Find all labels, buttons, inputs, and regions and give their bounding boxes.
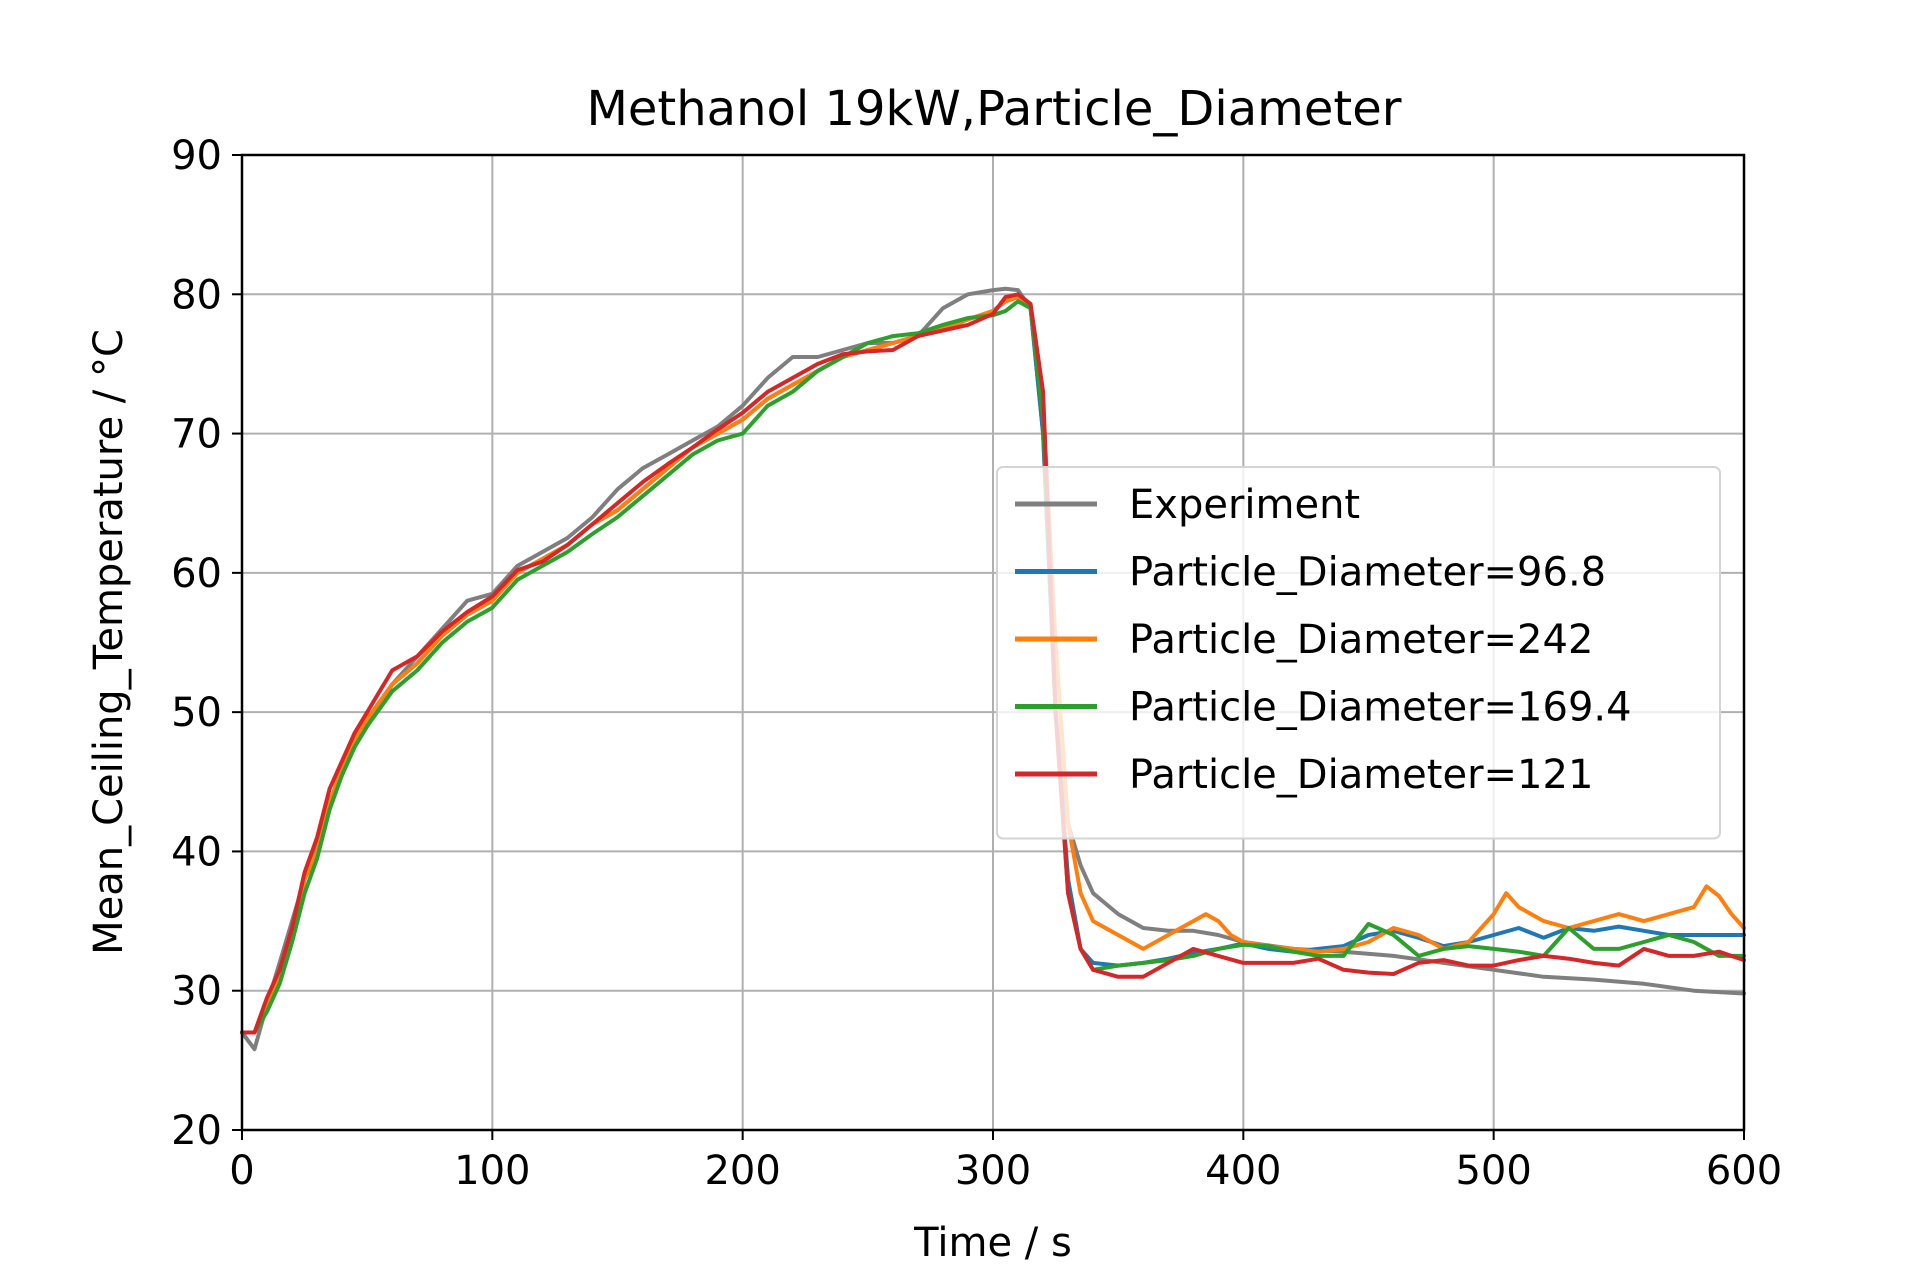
y-tick-label: 30 bbox=[171, 969, 222, 1015]
chart-title: Methanol 19kW,Particle_Diameter bbox=[586, 81, 1401, 137]
legend-label-1: Particle_Diameter=96.8 bbox=[1129, 550, 1606, 596]
y-tick-label: 20 bbox=[171, 1108, 222, 1154]
x-tick-label: 100 bbox=[454, 1148, 530, 1194]
series-line-3 bbox=[240, 299, 1746, 1035]
legend-label-0: Experiment bbox=[1129, 482, 1360, 528]
y-tick-label: 60 bbox=[171, 551, 222, 597]
y-tick-label: 70 bbox=[171, 412, 222, 458]
x-tick-label: 500 bbox=[1455, 1148, 1531, 1194]
legend-label-3: Particle_Diameter=169.4 bbox=[1129, 685, 1632, 731]
axis-ticks: 0 100 200 300 400 500 600 20 30 40 50 60 70 80 90 bbox=[171, 133, 1782, 1194]
x-tick-label: 600 bbox=[1706, 1148, 1782, 1194]
series-line-4 bbox=[240, 292, 1746, 1035]
x-tick-label: 0 bbox=[229, 1148, 254, 1194]
legend-box bbox=[996, 466, 1721, 840]
y-axis-title: Mean_Ceiling_Temperature / °C bbox=[86, 329, 132, 955]
legend-label-2: Particle_Diameter=242 bbox=[1129, 617, 1593, 663]
x-tick-label: 300 bbox=[955, 1148, 1031, 1194]
y-tick-label: 80 bbox=[171, 272, 222, 318]
y-tick-label: 90 bbox=[171, 133, 222, 179]
y-tick-label: 50 bbox=[171, 690, 222, 736]
series-lines bbox=[240, 286, 1746, 1052]
x-axis-title: Time / s bbox=[913, 1220, 1072, 1266]
y-tick-label: 40 bbox=[171, 829, 222, 875]
x-tick-label: 400 bbox=[1205, 1148, 1281, 1194]
legend: Experiment Particle_Diameter=96.8 Particle… bbox=[996, 466, 1721, 840]
x-tick-label: 200 bbox=[704, 1148, 780, 1194]
legend-label-4: Particle_Diameter=121 bbox=[1129, 752, 1593, 798]
series-line-2 bbox=[240, 295, 1746, 1035]
